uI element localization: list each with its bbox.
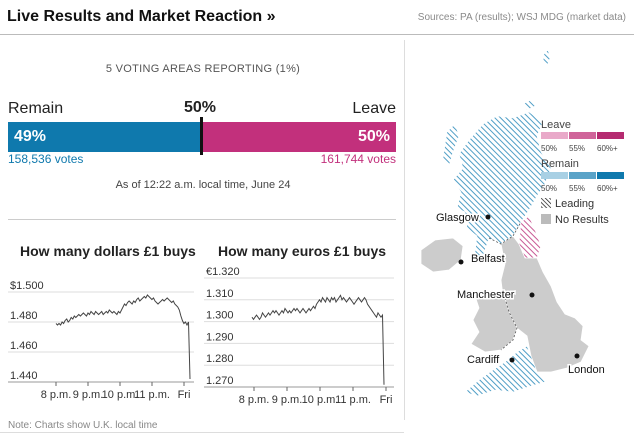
legend-remain-60 [597,172,624,179]
legend-leading-swatch [541,198,551,208]
belfast-label: Belfast [471,253,505,265]
glasgow-dot [485,214,491,220]
eur-chart-title: How many euros £1 buys [218,243,387,259]
manchester-label: Manchester [457,289,515,301]
remain-votes: 158,536 votes [8,152,84,166]
y-tick-label: 1.440 [10,370,38,382]
eur-chart: €1.320 1.310 1.300 1.290 1.280 1.270 8 p.m. 9 p… [204,266,394,406]
x-tick-label: 8 p.m. [41,389,72,401]
leave-votes: 161,744 votes [320,152,396,166]
series-line [55,294,191,380]
map-divider [404,40,405,420]
midpoint-marker [200,117,203,155]
x-tick-label: 11 p.m. [134,389,170,401]
cardiff-label: Cardiff [467,354,500,366]
map-legend: Leave 50% 55% 60%+ Remain 50% 55% 60%+ L… [541,119,624,226]
sources-note: Sources: PA (results); WSJ MDG (market d… [417,12,626,23]
y-tick-label: 1.480 [10,310,38,322]
x-tick-label: 8 p.m. [239,394,270,406]
legend-leave-step-2: 55% [569,144,585,153]
legend-remain-step-1: 50% [541,184,557,193]
y-tick-label: 1.270 [206,375,234,387]
y-tick-label: 1.460 [10,340,38,352]
header-divider [0,34,634,35]
shetland-islands [542,49,551,67]
orkney-islands [522,99,536,111]
as-of-timestamp: As of 12:22 a.m. local time, June 24 [115,179,291,191]
leave-label: Leave [352,100,396,117]
x-tick-label: 9 p.m. [272,394,303,406]
remain-label: Remain [8,100,64,117]
legend-remain-step-2: 55% [569,184,585,193]
legend-remain-title: Remain [541,158,579,170]
legend-leave-60 [597,132,624,139]
england-region [500,235,590,373]
usd-chart-title: How many dollars £1 buys [20,243,196,259]
y-tick-label: $1.500 [10,280,44,292]
reporting-status: 5 VOTING AREAS REPORTING (1%) [105,63,301,75]
x-tick-label: Fri [178,389,191,401]
y-tick-label: 1.300 [206,310,234,322]
remain-percent: 49% [14,128,47,145]
scotland-england-border [488,221,522,245]
london-label: London [568,364,605,376]
wales-border [500,297,518,351]
footer-divider [0,432,404,433]
legend-leave-55 [569,132,596,139]
legend-leave-50 [541,132,568,139]
page-title[interactable]: Live Results and Market Reaction » [7,8,276,25]
x-tick-label: 11 p.m. [335,394,371,406]
leave-bar [200,122,396,152]
western-isles [442,123,460,167]
x-tick-label: 10 p.m. [102,389,139,401]
legend-no-results-swatch [541,214,551,224]
legend-remain-step-3: 60%+ [597,184,618,193]
series-line [251,294,385,385]
northern-ireland-region [420,237,464,273]
legend-remain-55 [569,172,596,179]
legend-leave-step-1: 50% [541,144,557,153]
results-bar: 49% 50% [8,122,396,152]
leave-percent: 50% [357,128,390,145]
uk-results-map[interactable]: Glasgow Belfast Manchester Cardiff Londo… [405,40,634,420]
south-west-region [464,345,546,397]
chart-note: Note: Charts show U.K. local time [8,420,158,431]
glasgow-label: Glasgow [436,212,479,224]
legend-leave-step-3: 60%+ [597,144,618,153]
cardiff-dot [509,357,515,363]
legend-no-results-label: No Results [555,214,609,226]
x-tick-label: 9 p.m. [73,389,104,401]
legend-leading-label: Leading [555,198,594,210]
x-tick-label: Fri [380,394,393,406]
x-tick-label: 10 p.m. [302,394,339,406]
section-divider [8,219,396,220]
belfast-dot [458,259,464,265]
y-tick-label: 1.280 [206,353,234,365]
remain-bar [8,122,200,152]
london-dot [574,353,580,359]
manchester-dot [529,292,535,298]
y-tick-label: 1.290 [206,331,234,343]
legend-leave-title: Leave [541,119,571,131]
y-tick-label: 1.310 [206,288,234,300]
midpoint-label: 50% [184,99,217,116]
legend-remain-50 [541,172,568,179]
y-tick-label: €1.320 [206,266,240,278]
